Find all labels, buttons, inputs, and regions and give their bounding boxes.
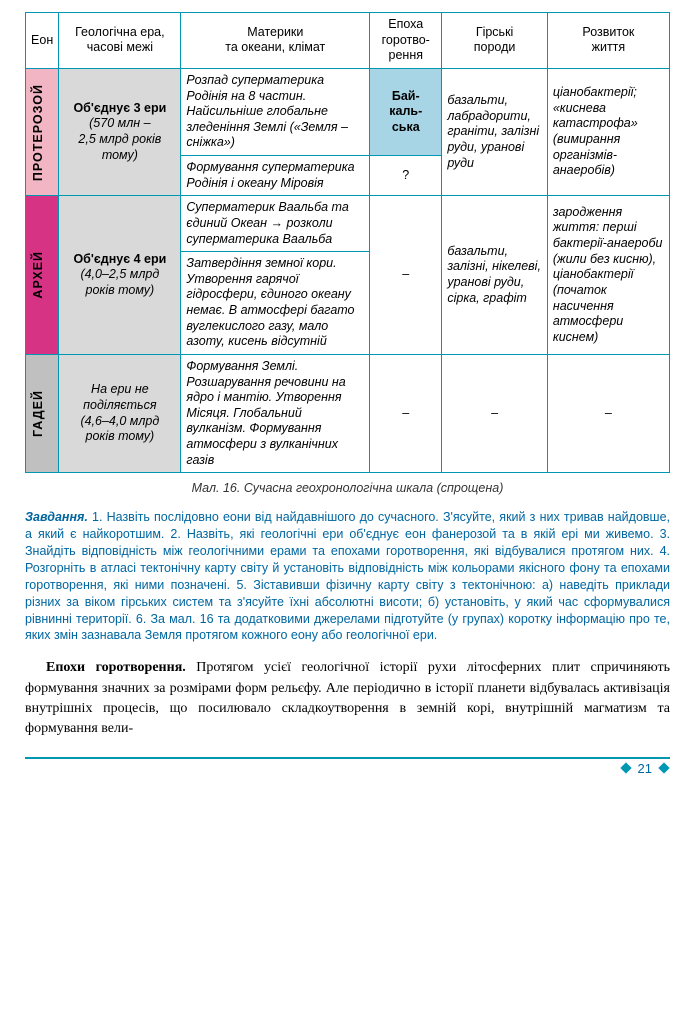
eon-hadey-cell: ГАДЕЙ bbox=[26, 354, 59, 472]
rocks-hadey: – bbox=[442, 354, 547, 472]
diamond-icon bbox=[620, 762, 631, 773]
geo-table: Еон Геологічна ера,часові межі Материкит… bbox=[25, 12, 670, 473]
row-hadey: ГАДЕЙ На ери неподіляється (4,6–4,0 млрд… bbox=[26, 354, 670, 472]
life-proto: ціанобактерії; «киснева катастрофа» (вим… bbox=[547, 68, 669, 195]
task-block: Завдання. 1. Назвіть послідовно еони від… bbox=[25, 509, 670, 644]
climate-archey-1: Суперматерик Ваальба та єдиний Океан → р… bbox=[181, 196, 370, 252]
body-bold: Епохи горотворення. bbox=[46, 660, 186, 675]
era-archey-bold: Об'єднує 4 ери bbox=[73, 252, 166, 266]
task-text: 1. Назвіть послідовно еони від найдавніш… bbox=[25, 510, 670, 642]
row-archey-1: АРХЕЙ Об'єднує 4 ери (4,0–2,5 млрдроків … bbox=[26, 196, 670, 252]
epoch-archey: – bbox=[370, 196, 442, 355]
climate-hadey: Формування Землі. Розшарування речовини … bbox=[181, 354, 370, 472]
era-proto-bold: Об'єднує 3 ери bbox=[73, 101, 166, 115]
epoch-proto-2: ? bbox=[370, 156, 442, 196]
header-epoch: Епохагоротво-рення bbox=[370, 13, 442, 69]
era-hadey-time: (4,6–4,0 млрдроків тому) bbox=[80, 414, 159, 444]
era-proto-cell: Об'єднує 3 ери (570 млн –2,5 млрд роківт… bbox=[59, 68, 181, 195]
header-life: Розвитокжиття bbox=[547, 13, 669, 69]
climate-proto-2: Формування суперматерика Родінія і океан… bbox=[181, 156, 370, 196]
eon-proto-label: ПРОТЕРОЗОЙ bbox=[31, 84, 47, 181]
epoch-baikal: Бай- каль- ська bbox=[370, 68, 442, 155]
body-paragraph: Епохи горотворення. Протягом усієї геоло… bbox=[25, 658, 670, 739]
life-archey: зародження життя: перші бактерії-анаероб… bbox=[547, 196, 669, 355]
epoch-baikal-a: Бай- bbox=[392, 89, 420, 103]
era-archey-cell: Об'єднує 4 ери (4,0–2,5 млрдроків тому) bbox=[59, 196, 181, 355]
climate-proto-1: Розпад суперматерика Родінія на 8 частин… bbox=[181, 68, 370, 155]
header-rocks: Гірськіпороди bbox=[442, 13, 547, 69]
life-hadey: – bbox=[547, 354, 669, 472]
epoch-hadey: – bbox=[370, 354, 442, 472]
task-title: Завдання. bbox=[25, 510, 88, 524]
header-climate: Материкита океани, клімат bbox=[181, 13, 370, 69]
rocks-proto: базальти, лабрадорити, граніти, залізні … bbox=[442, 68, 547, 195]
diamond-icon bbox=[658, 762, 669, 773]
eon-hadey-label: ГАДЕЙ bbox=[31, 390, 47, 437]
era-proto-time: (570 млн –2,5 млрд роківтому) bbox=[78, 116, 161, 161]
rocks-archey: базальти, залізні, нікелеві, уранові руд… bbox=[442, 196, 547, 355]
era-hadey-cell: На ери неподіляється (4,6–4,0 млрдроків … bbox=[59, 354, 181, 472]
figure-caption: Мал. 16. Сучасна геохронологічна шкала (… bbox=[25, 481, 670, 495]
row-proto-1: ПРОТЕРОЗОЙ Об'єднує 3 ери (570 млн –2,5 … bbox=[26, 68, 670, 155]
climate-archey-2: Затвердіння земної кори. Утворення гаряч… bbox=[181, 252, 370, 355]
epoch-baikal-b: каль- bbox=[389, 104, 422, 118]
header-eon: Еон bbox=[26, 13, 59, 69]
eon-proto-cell: ПРОТЕРОЗОЙ bbox=[26, 68, 59, 195]
page-number: 21 bbox=[632, 759, 658, 778]
era-archey-time: (4,0–2,5 млрдроків тому) bbox=[80, 267, 159, 297]
epoch-baikal-c: ська bbox=[392, 120, 420, 134]
eon-archey-label: АРХЕЙ bbox=[31, 251, 47, 299]
eon-archey-cell: АРХЕЙ bbox=[26, 196, 59, 355]
header-era: Геологічна ера,часові межі bbox=[59, 13, 181, 69]
table-header-row: Еон Геологічна ера,часові межі Материкит… bbox=[26, 13, 670, 69]
era-hadey-top: На ери неподіляється bbox=[83, 382, 156, 412]
page-footer: 21 bbox=[25, 757, 670, 778]
